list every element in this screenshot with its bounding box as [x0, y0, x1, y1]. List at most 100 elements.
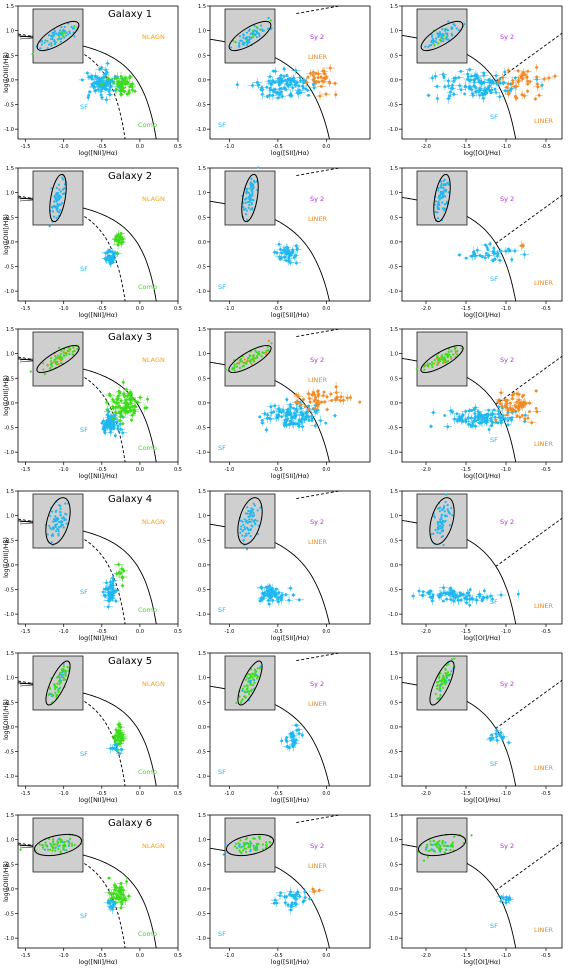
y-tick-label: -1.0 [4, 127, 14, 133]
data-point-sf [485, 87, 489, 91]
data-point-sf [477, 90, 480, 93]
data-point-agn [534, 97, 537, 101]
data-point-sf [105, 98, 108, 102]
data-point-sf [436, 97, 439, 100]
data-point-agn [516, 80, 520, 84]
data-point-sf [434, 74, 437, 78]
data-point-sf [282, 67, 286, 71]
region-label-sf: SF [490, 922, 498, 930]
inset-point [246, 44, 249, 47]
inset-point [238, 44, 241, 47]
inset-point [245, 31, 249, 34]
inset-point [55, 186, 58, 190]
data-point-sf [88, 90, 92, 94]
inset-point [432, 39, 436, 42]
inset-point [441, 28, 444, 31]
inset-point [430, 43, 433, 47]
x-axis-label: log([NII]/Hα) [79, 312, 118, 319]
data-point-agn [535, 75, 539, 79]
data-point-sf [467, 85, 471, 89]
inset-point [434, 40, 437, 43]
inset-point [451, 34, 454, 37]
data-point-sf [480, 81, 483, 84]
region-label-nlagn: NLAGN [142, 33, 165, 41]
y-axis-label: log([OIII]/Hβ) [3, 214, 10, 255]
data-point-sf [431, 76, 434, 80]
inset-ellipse [228, 20, 272, 52]
data-point-sf [478, 93, 482, 97]
data-point-sf [279, 81, 283, 85]
inset-point [55, 216, 58, 219]
y-tick-label: 1.5 [390, 813, 398, 819]
data-point-sf [108, 93, 112, 96]
data-point-comp [120, 86, 124, 90]
inset-point [254, 29, 257, 33]
inset-point [438, 34, 441, 37]
region-label-sy2: Sy 2 [310, 33, 324, 41]
data-point-sf [471, 92, 475, 96]
inset-point [447, 20, 450, 23]
data-point-agn [537, 93, 541, 97]
inset-point [229, 46, 233, 49]
data-point-sf [260, 92, 264, 96]
data-point-comp [120, 93, 124, 96]
inset-point [57, 191, 60, 195]
y-tick-label: 1.0 [6, 191, 14, 197]
data-point-sf [459, 69, 463, 73]
data-point-sf [99, 78, 103, 82]
x-tick-label: -2.0 [421, 953, 431, 959]
inset-point [59, 40, 62, 43]
data-point-sf [271, 88, 275, 92]
x-tick-label: 0.5 [174, 306, 182, 312]
y-tick-label: 0.5 [390, 862, 398, 868]
x-tick-label: -1.0 [225, 144, 235, 150]
region-label-comp: Comp [138, 121, 157, 129]
inset-point [438, 38, 442, 41]
data-point-sf [286, 83, 290, 87]
data-point-sf [493, 87, 497, 91]
inset-point [238, 35, 242, 38]
data-point-sf [104, 73, 108, 76]
data-point-sf [441, 72, 445, 76]
data-point-sf [273, 69, 277, 73]
data-point-agn [511, 79, 515, 82]
inset-point [55, 32, 58, 35]
data-point-agn [520, 93, 524, 97]
galaxy-title: Galaxy 2 [108, 171, 152, 182]
data-point-agn [553, 74, 557, 78]
region-label-liner: LINER [308, 53, 328, 61]
data-point-sf [268, 86, 272, 90]
data-point-sf [447, 84, 450, 88]
inset-point [250, 32, 253, 35]
inset-point [56, 198, 60, 202]
data-point-sf [501, 81, 505, 85]
data-point-sf [109, 84, 113, 88]
inset-point [50, 187, 53, 190]
x-tick-label: -1.5 [21, 306, 31, 312]
data-point-comp [130, 88, 134, 92]
inset-point [48, 225, 51, 228]
inset-point [269, 19, 272, 22]
data-point-comp [119, 83, 123, 87]
y-tick-label: 1.5 [6, 166, 14, 172]
data-point-sf [501, 896, 505, 900]
data-point-agn [314, 71, 318, 75]
inset-point [54, 206, 57, 209]
data-point-sf [270, 83, 273, 86]
inset-point [463, 22, 466, 26]
data-point-sf [452, 92, 456, 96]
inset-point [234, 41, 237, 44]
data-point-sf [443, 85, 447, 89]
data-point-agn [334, 93, 338, 97]
data-point-sf [297, 88, 301, 92]
inset-point [437, 42, 440, 45]
data-point-sf [494, 74, 498, 78]
data-point-agn [323, 77, 327, 81]
inset-point [453, 24, 457, 27]
x-tick-label: -2.0 [421, 144, 431, 150]
data-point-agn [319, 85, 323, 88]
data-point-sf [100, 86, 104, 90]
x-tick-label: -0.5 [97, 306, 107, 312]
data-point-comp [116, 233, 120, 237]
data-point-sf [255, 81, 259, 84]
